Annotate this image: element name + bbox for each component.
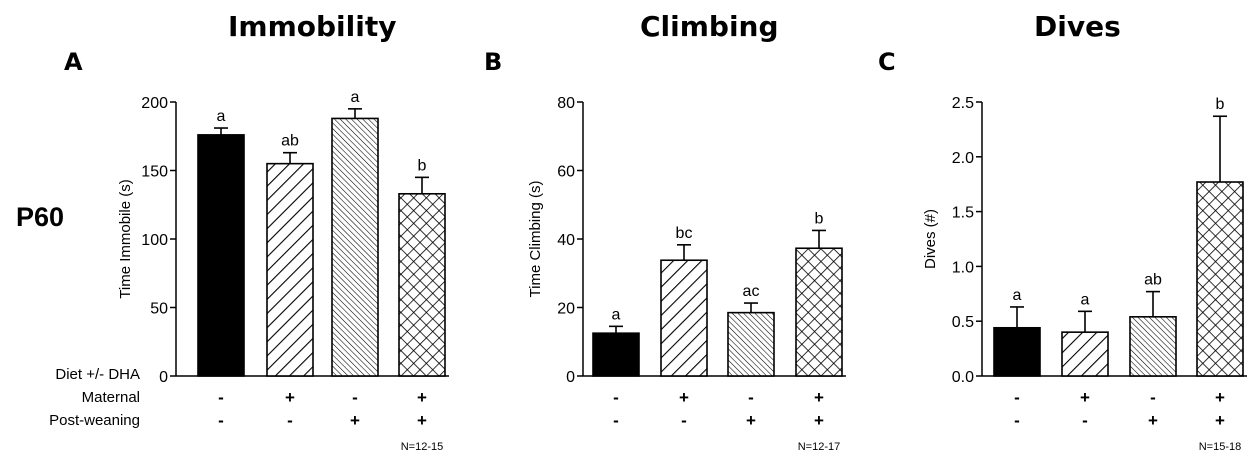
- post-weaning-sign: -: [218, 411, 224, 430]
- maternal-sign: +: [1080, 388, 1090, 407]
- post-weaning-factor-label: Post-weaning: [49, 412, 140, 429]
- maternal-sign: -: [352, 388, 358, 407]
- y-axis-label: Time Climbing (s): [527, 181, 544, 298]
- significance-letter: ac: [743, 283, 760, 300]
- post-weaning-sign: +: [1215, 411, 1225, 430]
- panel-a-letter: A: [64, 48, 83, 76]
- significance-letter: a: [1013, 287, 1022, 304]
- post-weaning-sign: +: [746, 411, 756, 430]
- significance-letter: a: [351, 89, 360, 106]
- y-tick-label: 1.5: [952, 205, 974, 222]
- panel-b-letter: B: [484, 48, 503, 76]
- significance-letter: a: [217, 108, 226, 125]
- chart-panel-c: 0.0 0.5 1.0 1.5 2.0 2.5 Dives (#) a - - a + - ab - + b + +…: [922, 95, 1247, 453]
- significance-letter: ab: [1144, 272, 1162, 289]
- maternal-sign: -: [613, 388, 619, 407]
- y-axis-label: Time Immobile (s): [117, 179, 134, 298]
- maternal-sign: +: [1215, 388, 1225, 407]
- post-weaning-sign: -: [681, 411, 687, 430]
- y-tick-label: 1.0: [952, 259, 974, 276]
- significance-letter: b: [1216, 96, 1225, 113]
- chart-panel-b: 0 20 40 60 80 Time Climbing (s) a - - bc + - ac - + b + +…: [527, 95, 846, 453]
- y-tick-label: 20: [557, 301, 575, 318]
- post-weaning-sign: +: [350, 411, 360, 430]
- sample-size-note: N=12-17: [798, 441, 841, 453]
- panel-c-letter: C: [878, 48, 896, 76]
- panel-a-title: Immobility: [228, 10, 397, 43]
- significance-letter: a: [612, 306, 621, 323]
- y-tick-label: 200: [141, 95, 168, 112]
- bar: [1061, 331, 1109, 377]
- bar: [727, 311, 775, 377]
- maternal-sign: -: [1014, 388, 1020, 407]
- post-weaning-sign: -: [1014, 411, 1020, 430]
- y-tick-label: 80: [557, 95, 575, 112]
- bar: [1129, 316, 1177, 377]
- significance-letter: a: [1081, 291, 1090, 308]
- y-tick-label: 2.5: [952, 95, 974, 112]
- y-tick-label: 0: [159, 369, 168, 386]
- bar: [660, 259, 708, 377]
- maternal-sign: +: [679, 388, 689, 407]
- y-tick-label: 40: [557, 232, 575, 249]
- chart-panel-a: 0 50 100 150 200 Time Immobile (s) a - - ab + - a - + b…: [117, 89, 449, 453]
- y-axis-label: Dives (#): [922, 209, 939, 269]
- y-tick-label: 0.5: [952, 314, 974, 331]
- post-weaning-sign: -: [1082, 411, 1088, 430]
- maternal-factor-label: Maternal: [81, 389, 140, 406]
- significance-letter: b: [815, 210, 824, 227]
- bar: [592, 332, 640, 377]
- y-tick-label: 60: [557, 164, 575, 181]
- post-weaning-sign: +: [1148, 411, 1158, 430]
- post-weaning-sign: +: [814, 411, 824, 430]
- post-weaning-sign: +: [417, 411, 427, 430]
- bar: [398, 192, 446, 377]
- maternal-sign: +: [417, 388, 427, 407]
- significance-letter: b: [418, 157, 427, 174]
- bar: [1196, 181, 1244, 377]
- panel-b-title: Climbing: [640, 10, 779, 43]
- post-weaning-sign: -: [613, 411, 619, 430]
- significance-letter: ab: [281, 133, 299, 150]
- y-tick-label: 2.0: [952, 150, 974, 167]
- maternal-sign: -: [218, 388, 224, 407]
- significance-letter: bc: [676, 225, 693, 242]
- sample-size-note: N=15-18: [1199, 441, 1242, 453]
- sample-size-note: N=12-15: [401, 441, 444, 453]
- bar: [993, 326, 1041, 377]
- panel-c-title: Dives: [1034, 10, 1121, 43]
- post-weaning-sign: -: [287, 411, 293, 430]
- maternal-sign: -: [748, 388, 754, 407]
- maternal-sign: -: [1150, 388, 1156, 407]
- bar: [331, 117, 379, 377]
- y-tick-label: 0.0: [952, 369, 974, 386]
- y-tick-label: 100: [141, 232, 168, 249]
- y-tick-label: 0: [566, 369, 575, 386]
- maternal-sign: +: [814, 388, 824, 407]
- bar: [795, 247, 843, 377]
- y-tick-label: 50: [150, 301, 168, 318]
- bar: [197, 134, 245, 377]
- y-tick-label: 150: [141, 164, 168, 181]
- age-row-label: P60: [16, 202, 65, 232]
- bar: [266, 162, 314, 377]
- maternal-sign: +: [285, 388, 295, 407]
- diet-factor-label: Diet +/- DHA: [55, 366, 140, 383]
